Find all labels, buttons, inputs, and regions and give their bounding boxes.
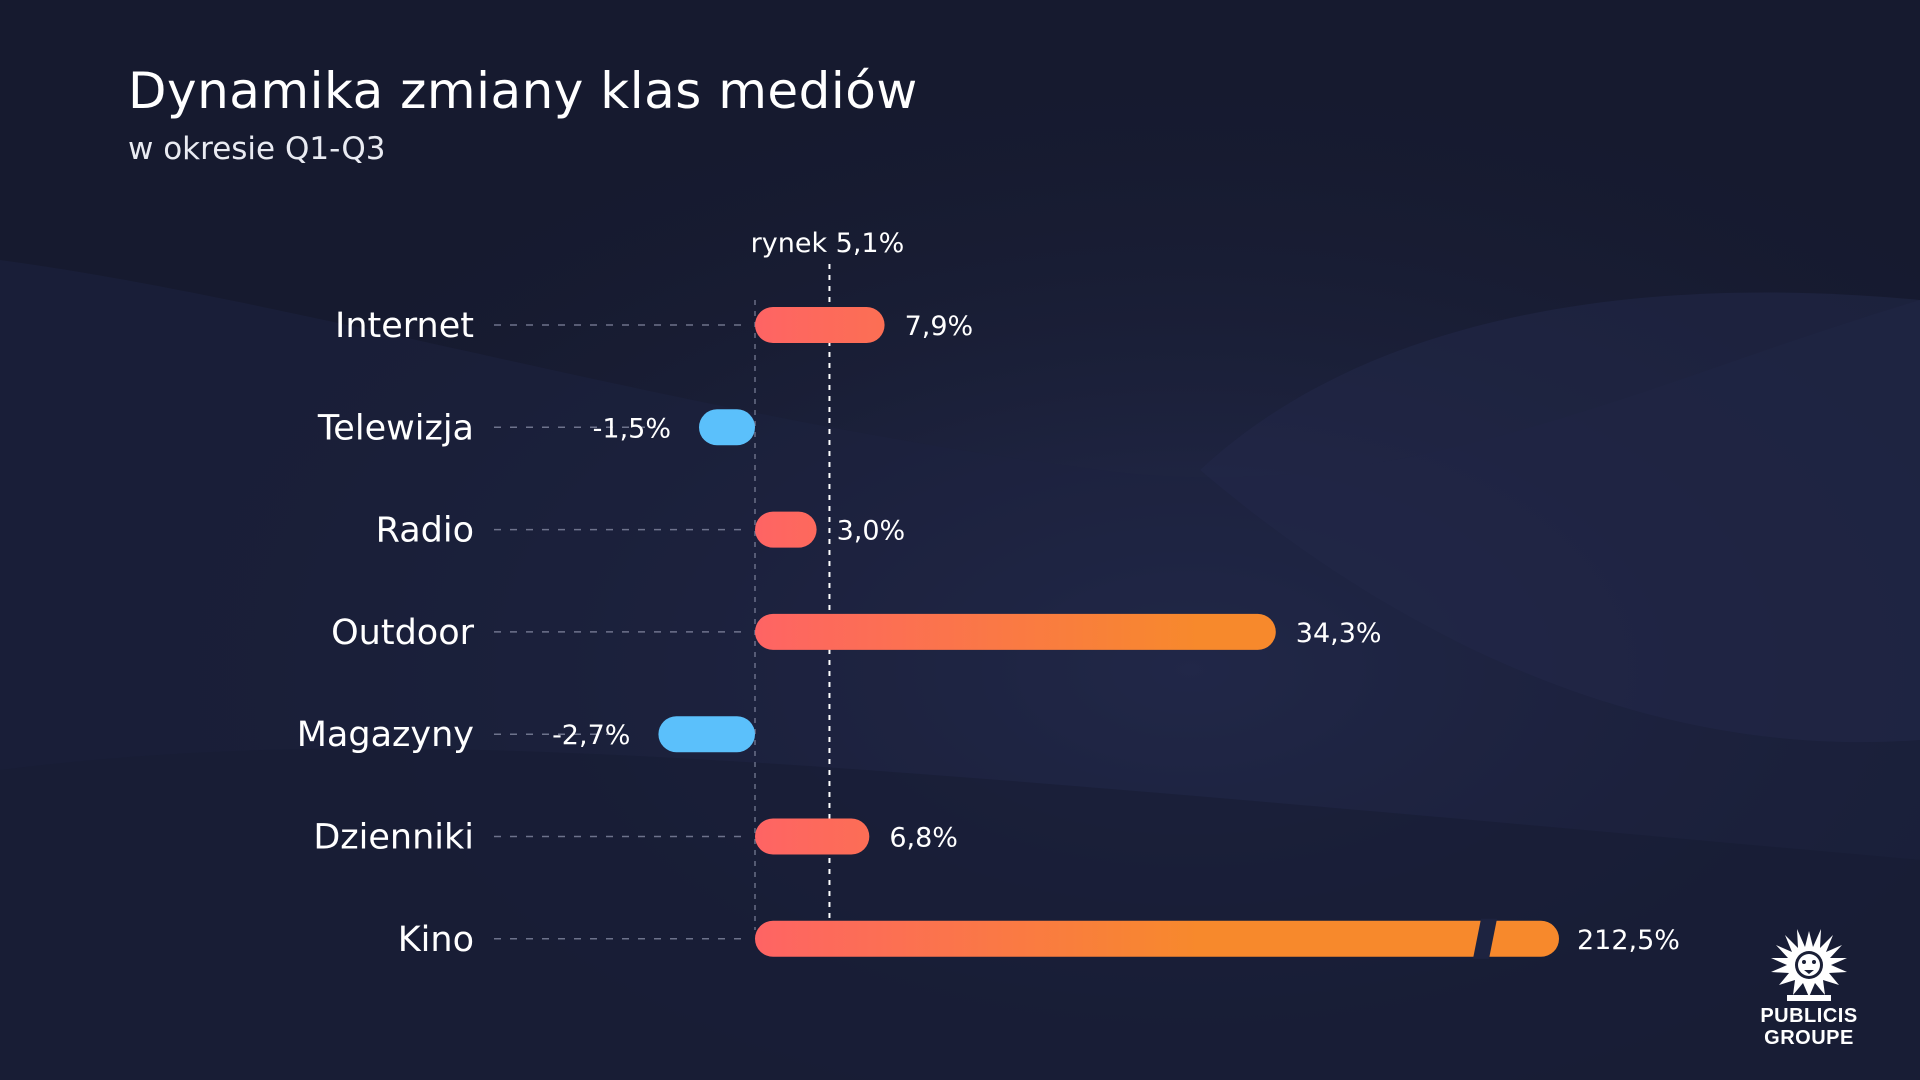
logo-line-1: PUBLICIS (1760, 1005, 1858, 1027)
bar (755, 818, 870, 855)
logo-line-2: GROUPE (1764, 1027, 1854, 1049)
category-label: Internet (335, 306, 474, 346)
value-label: 212,5% (1577, 925, 1680, 956)
axis-break-mark (1473, 918, 1497, 959)
category-label: Dzienniki (313, 818, 474, 858)
category-label: Kino (398, 920, 474, 960)
publicis-logo: PUBLICIS GROUPE (1748, 925, 1870, 1049)
bar (755, 920, 1559, 957)
value-label: -2,7% (552, 720, 630, 751)
category-label: Outdoor (331, 613, 474, 653)
category-label: Telewizja (317, 408, 474, 448)
bar (755, 613, 1276, 650)
page-title: Dynamika zmiany klas mediów (128, 62, 918, 120)
publicis-lion-icon (1771, 929, 1847, 1001)
value-label: -1,5% (593, 413, 671, 444)
value-label: 7,9% (905, 311, 974, 342)
value-label: 6,8% (889, 823, 958, 854)
bar (699, 409, 755, 446)
bar (755, 307, 885, 343)
value-label: 34,3% (1296, 618, 1382, 649)
bar (755, 511, 817, 548)
bar (658, 716, 755, 753)
value-label: 3,0% (837, 516, 906, 547)
category-label: Magazyny (297, 715, 474, 755)
page-subtitle: w okresie Q1-Q3 (128, 131, 386, 167)
reference-line-label: rynek 5,1% (751, 228, 905, 259)
category-label: Radio (376, 511, 474, 551)
